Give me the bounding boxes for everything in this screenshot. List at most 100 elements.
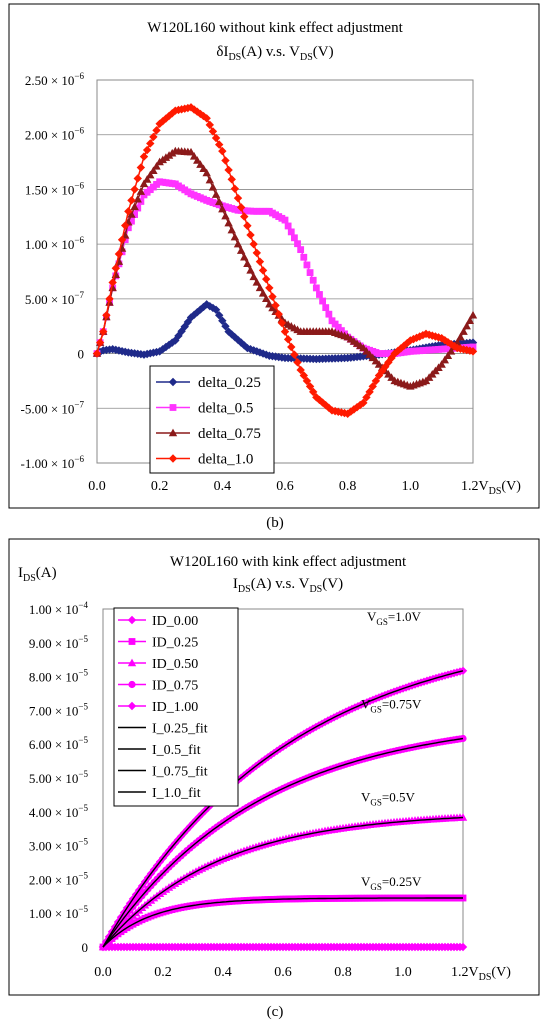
chart-b-y-tick-label: 1.00 × 10−6 [25, 235, 85, 252]
chart-b-data-point [258, 288, 268, 297]
chart-b-y-tick-label: 5.00 × 10−7 [25, 290, 85, 307]
chart-c-legend-item: ID_1.00 [118, 700, 198, 715]
chart-b-data-point [236, 338, 246, 347]
chart-c-curve-label: VGS=0.5V [361, 790, 415, 808]
chart-c-y-tick-label: 7.00 × 10−5 [29, 701, 89, 718]
chart-b-data-point [186, 103, 196, 112]
chart-b-data-point [105, 294, 114, 304]
chart-b-x-tick-label: 0.6 [276, 479, 294, 494]
chart-c-x-tick-label: 0.2 [154, 965, 172, 980]
chart-b-data-point [462, 321, 471, 330]
chart-c-legend-item: I_0.5_fit [118, 743, 201, 758]
chart-c-y-tick-label: 5.00 × 10−5 [29, 769, 89, 786]
chart-b-data-point [249, 239, 258, 249]
chart-b-data-point [305, 382, 315, 391]
chart-b-data-point [92, 349, 102, 358]
chart-b-data-point [142, 175, 152, 183]
chart-c-y-tick-label: 9.00 × 10−5 [29, 634, 89, 651]
chart-c-legend-label: ID_1.00 [152, 700, 198, 715]
chart-b-y-tick-label: 2.50 × 10−6 [25, 71, 85, 88]
chart-b-y-tick-label: 0 [78, 347, 85, 362]
chart-b-data-point [274, 309, 283, 319]
chart-b-data-point [139, 152, 149, 161]
chart-b-data-point [218, 146, 227, 156]
chart-c-legend-label: ID_0.50 [152, 657, 198, 672]
chart-b-data-point [371, 376, 381, 386]
chart-b-data-point [258, 266, 268, 275]
chart-b-data-point [131, 211, 138, 218]
chart-b-data-point [233, 335, 243, 345]
chart-b-data-point [306, 269, 314, 276]
chart-b-data-point [136, 163, 146, 172]
chart-c: 1.00 × 10−4 9.00 × 10−5 8.00 × 10−5 7.00 × … [8, 538, 540, 996]
chart-b-legend-item: delta_1.0 [156, 452, 253, 468]
chart-b-data-point [236, 203, 246, 212]
chart-b-data-point [102, 311, 111, 320]
chart-b-data-point [468, 310, 478, 319]
chart-b-data-point [365, 387, 374, 397]
chart-c-y-axis-label: IDS(A) [18, 565, 57, 584]
chart-c-legend-item: I_1.0_fit [118, 786, 201, 801]
chart-b-legend-label: delta_0.25 [198, 375, 261, 391]
chart-b-data-point [221, 211, 230, 220]
chart-b-data-point [252, 278, 261, 286]
chart-b-data-point [211, 190, 221, 198]
chart-b-data-point [186, 147, 196, 156]
chart-b-series [92, 103, 478, 418]
chart-b-data-point [252, 248, 261, 258]
chart-b-data-point [117, 235, 127, 244]
chart-b-data-point [218, 316, 227, 325]
chart-b-data-point [211, 305, 221, 314]
chart-b-data-point [309, 387, 318, 397]
chart-b-data-point [189, 151, 199, 160]
chart-c-fit-series [102, 670, 464, 948]
chart-b-data-point [230, 184, 240, 193]
chart-b-y-tick-label: 1.50 × 10−6 [25, 180, 85, 197]
chart-b-x-tick-label: 1.0 [402, 479, 420, 494]
chart-c-fit-line [102, 737, 464, 948]
chart-b-y-tick-label: 2.00 × 10−6 [25, 126, 85, 143]
chart-b-data-point [224, 165, 233, 175]
chart-b-data-point [142, 145, 152, 155]
chart-b-legend-label: delta_0.5 [198, 401, 253, 417]
chart-c-curve-label: VGS=0.75V [361, 697, 422, 715]
chart-b-legend-item: delta_0.25 [156, 375, 261, 391]
chart-b-data-point [233, 193, 243, 203]
chart-b-data-point [469, 343, 477, 351]
chart-c-legend-label: I_0.75_fit [152, 765, 208, 780]
chart-b-data-point [290, 350, 299, 359]
chart-b-data-point [221, 322, 230, 331]
chart-b-data-point [215, 140, 224, 149]
chart-c-y-tick-label: 4.00 × 10−5 [29, 803, 89, 820]
chart-b-data-point [287, 342, 296, 352]
chart-b-data-point [111, 264, 120, 273]
chart-b-data-point [95, 338, 105, 347]
chart-b-data-point [134, 204, 142, 212]
chart-c-x-axis-label: 1.2VDS(V) [451, 965, 511, 983]
chart-b-data-point [262, 274, 271, 284]
chart-b-data-point [180, 322, 189, 331]
chart-b-legend-marker [168, 377, 178, 387]
chart-b-data-point [136, 187, 146, 195]
chart-c-fit-series [102, 737, 464, 948]
chart-b-data-point [437, 360, 446, 368]
chart-b-data-point [128, 217, 135, 225]
chart-c-y-tick-label: 8.00 × 10−5 [29, 668, 89, 685]
chart-b-data-point [193, 107, 202, 116]
chart-c-data-point [458, 813, 468, 821]
chart-c-legend-marker [127, 615, 137, 625]
chart-b-data-point [243, 221, 252, 230]
chart-c-frame [8, 538, 540, 996]
chart-c-y-tick-label: 2.00 × 10−5 [29, 870, 89, 887]
chart-b-data-point [215, 311, 224, 320]
chart-b-data-point [271, 301, 280, 310]
chart-b-data-point [130, 202, 139, 211]
chart-c-fit-line [102, 670, 464, 948]
chart-b-data-point [221, 156, 230, 165]
chart-c-fit-series [102, 897, 463, 948]
chart-b-legend: delta_0.25 delta_0.5 delta_0.75 delta_1.0 [149, 365, 275, 474]
chart-b-data-point [359, 398, 368, 408]
chart-c-title: W120L160 with kink effect adjustment [170, 554, 407, 570]
chart-b-data-point [268, 292, 277, 301]
chart-b-data-point [246, 230, 255, 240]
